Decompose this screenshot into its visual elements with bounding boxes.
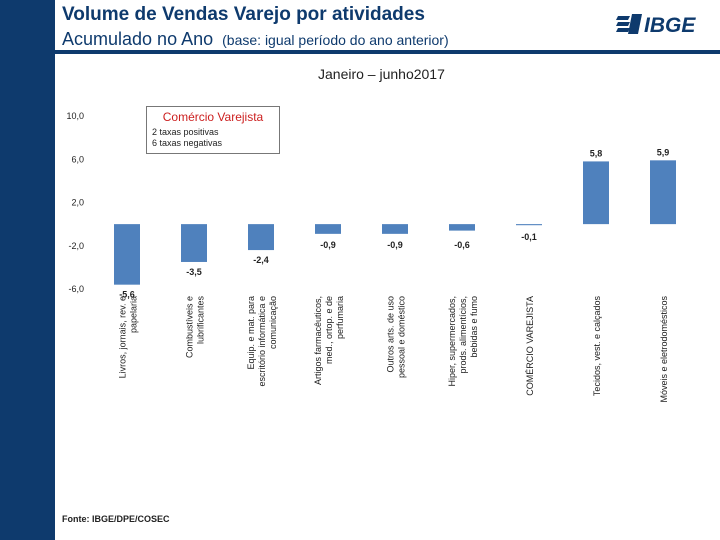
y-tick-label: 6,0 (71, 154, 84, 164)
data-label: 5,9 (657, 147, 670, 157)
y-tick-label: -2,0 (68, 241, 84, 251)
ibge-logo: IBGE (616, 14, 696, 36)
x-tick-text: Equip. e mat. paraescritório informática… (246, 296, 278, 387)
y-tick-label: -6,0 (68, 284, 84, 294)
x-tick-text: Livros, jornais, rev. epapelaria (118, 296, 139, 378)
period-label: Janeiro – junho2017 (318, 66, 445, 82)
bar (114, 224, 140, 285)
bar (315, 224, 341, 234)
x-tick-label: Outros arts. de usopessoal e doméstico (386, 296, 407, 378)
bar (181, 224, 207, 262)
bar (650, 160, 676, 225)
legend-title: Comércio Varejista (162, 110, 264, 124)
x-tick-label: Combustíveis elubrificantes (185, 296, 206, 359)
data-label: -5,6 (119, 290, 135, 300)
y-tick-label: 2,0 (71, 198, 84, 208)
bar (248, 224, 274, 251)
x-tick-label: Artigos farmacêuticos,med., ortop. e dep… (313, 296, 345, 385)
page-title: Volume de Vendas Varejo por atividades (62, 4, 425, 25)
source-note: Fonte: IBGE/DPE/COSEC (62, 514, 170, 524)
page-subtitle: Acumulado no Ano (base: igual período do… (62, 29, 449, 50)
legend-positive-count: 2 taxas positivas (152, 127, 219, 137)
x-tick-label: Hiper, supermercados,prods. alimentícios… (447, 296, 479, 387)
x-tick-label: Tecidos, vest. e calçados (592, 296, 602, 397)
x-tick-label: COMÉRCIO VAREJISTA (525, 296, 535, 396)
x-tick-label: Equip. e mat. paraescritório informática… (246, 296, 278, 387)
bar (382, 224, 408, 234)
y-tick-label: 10,0 (66, 111, 84, 121)
legend-negative-count: 6 taxas negativas (152, 138, 223, 148)
logo-mark-slant (628, 14, 642, 34)
bar (449, 224, 475, 231)
subtitle-note: (base: igual período do ano anterior) (222, 32, 449, 48)
data-label: -0,6 (454, 240, 470, 250)
bar (583, 161, 609, 225)
legend-box: Comércio Varejista 2 taxas positivas 6 t… (146, 106, 280, 154)
data-label: -0,9 (320, 240, 336, 250)
data-label: -3,5 (186, 267, 202, 277)
data-label: -2,4 (253, 255, 269, 265)
data-label: -0,1 (521, 232, 537, 242)
x-tick-text: Tecidos, vest. e calçados (592, 296, 602, 397)
data-label: 5,8 (590, 148, 603, 158)
x-tick-text: Artigos farmacêuticos,med., ortop. e dep… (313, 296, 345, 385)
x-tick-label: Móveis e eletrodomésticos (659, 296, 669, 403)
title-underline (0, 50, 720, 54)
data-label: -0,9 (387, 240, 403, 250)
x-tick-label: Livros, jornais, rev. epapelaria (118, 296, 139, 378)
subtitle-main: Acumulado no Ano (62, 29, 214, 49)
logo-text: IBGE (644, 14, 696, 36)
x-tick-text: Móveis e eletrodomésticos (659, 296, 669, 403)
x-tick-text: Outros arts. de usopessoal e doméstico (386, 296, 407, 378)
x-tick-text: Combustíveis elubrificantes (185, 296, 206, 359)
x-tick-text: Hiper, supermercados,prods. alimentícios… (447, 296, 479, 387)
bar (516, 224, 542, 226)
left-brand-bar (0, 0, 55, 540)
x-tick-text: COMÉRCIO VAREJISTA (525, 296, 535, 396)
